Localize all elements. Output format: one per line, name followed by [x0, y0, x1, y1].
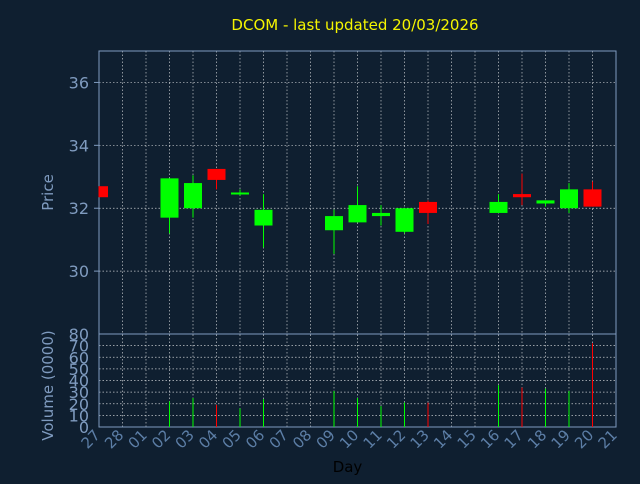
volume-tick-label: 80	[69, 325, 89, 344]
price-tick-label: 36	[69, 73, 89, 92]
candle-body	[348, 205, 367, 223]
candle-body	[372, 212, 390, 217]
candle-body	[207, 168, 226, 180]
volume-tick-label: 40	[69, 372, 89, 391]
price-tick-label: 34	[69, 136, 89, 155]
volume-axis-label: Volume (0000)	[39, 330, 57, 440]
candle-body	[536, 200, 555, 204]
volume-tick-label: 70	[69, 337, 89, 356]
candle-body	[395, 208, 414, 232]
volume-tick-label: 20	[69, 395, 89, 414]
candle-body	[160, 178, 179, 218]
candle-body	[325, 216, 343, 231]
volume-tick-label: 60	[69, 348, 89, 367]
volume-tick-label: 50	[69, 360, 89, 379]
candle-body	[419, 201, 437, 213]
candle-body	[513, 194, 531, 198]
volume-tick-label: 0	[79, 418, 89, 437]
candle-body	[184, 183, 202, 209]
volume-tick-label: 10	[69, 406, 89, 425]
candle-body	[231, 192, 249, 195]
candle-body	[99, 186, 108, 198]
x-axis-label: Day	[333, 458, 363, 476]
price-tick-label: 30	[69, 262, 89, 281]
volume-tick-label: 30	[69, 383, 89, 402]
chart-title: DCOM - last updated 20/03/2026	[231, 16, 478, 34]
price-tick-label: 32	[69, 199, 89, 218]
candle-body	[254, 209, 273, 226]
candle-body	[583, 189, 602, 207]
price-axis-label: Price	[39, 174, 57, 211]
candle-body	[560, 189, 578, 209]
candle-body	[489, 201, 508, 213]
